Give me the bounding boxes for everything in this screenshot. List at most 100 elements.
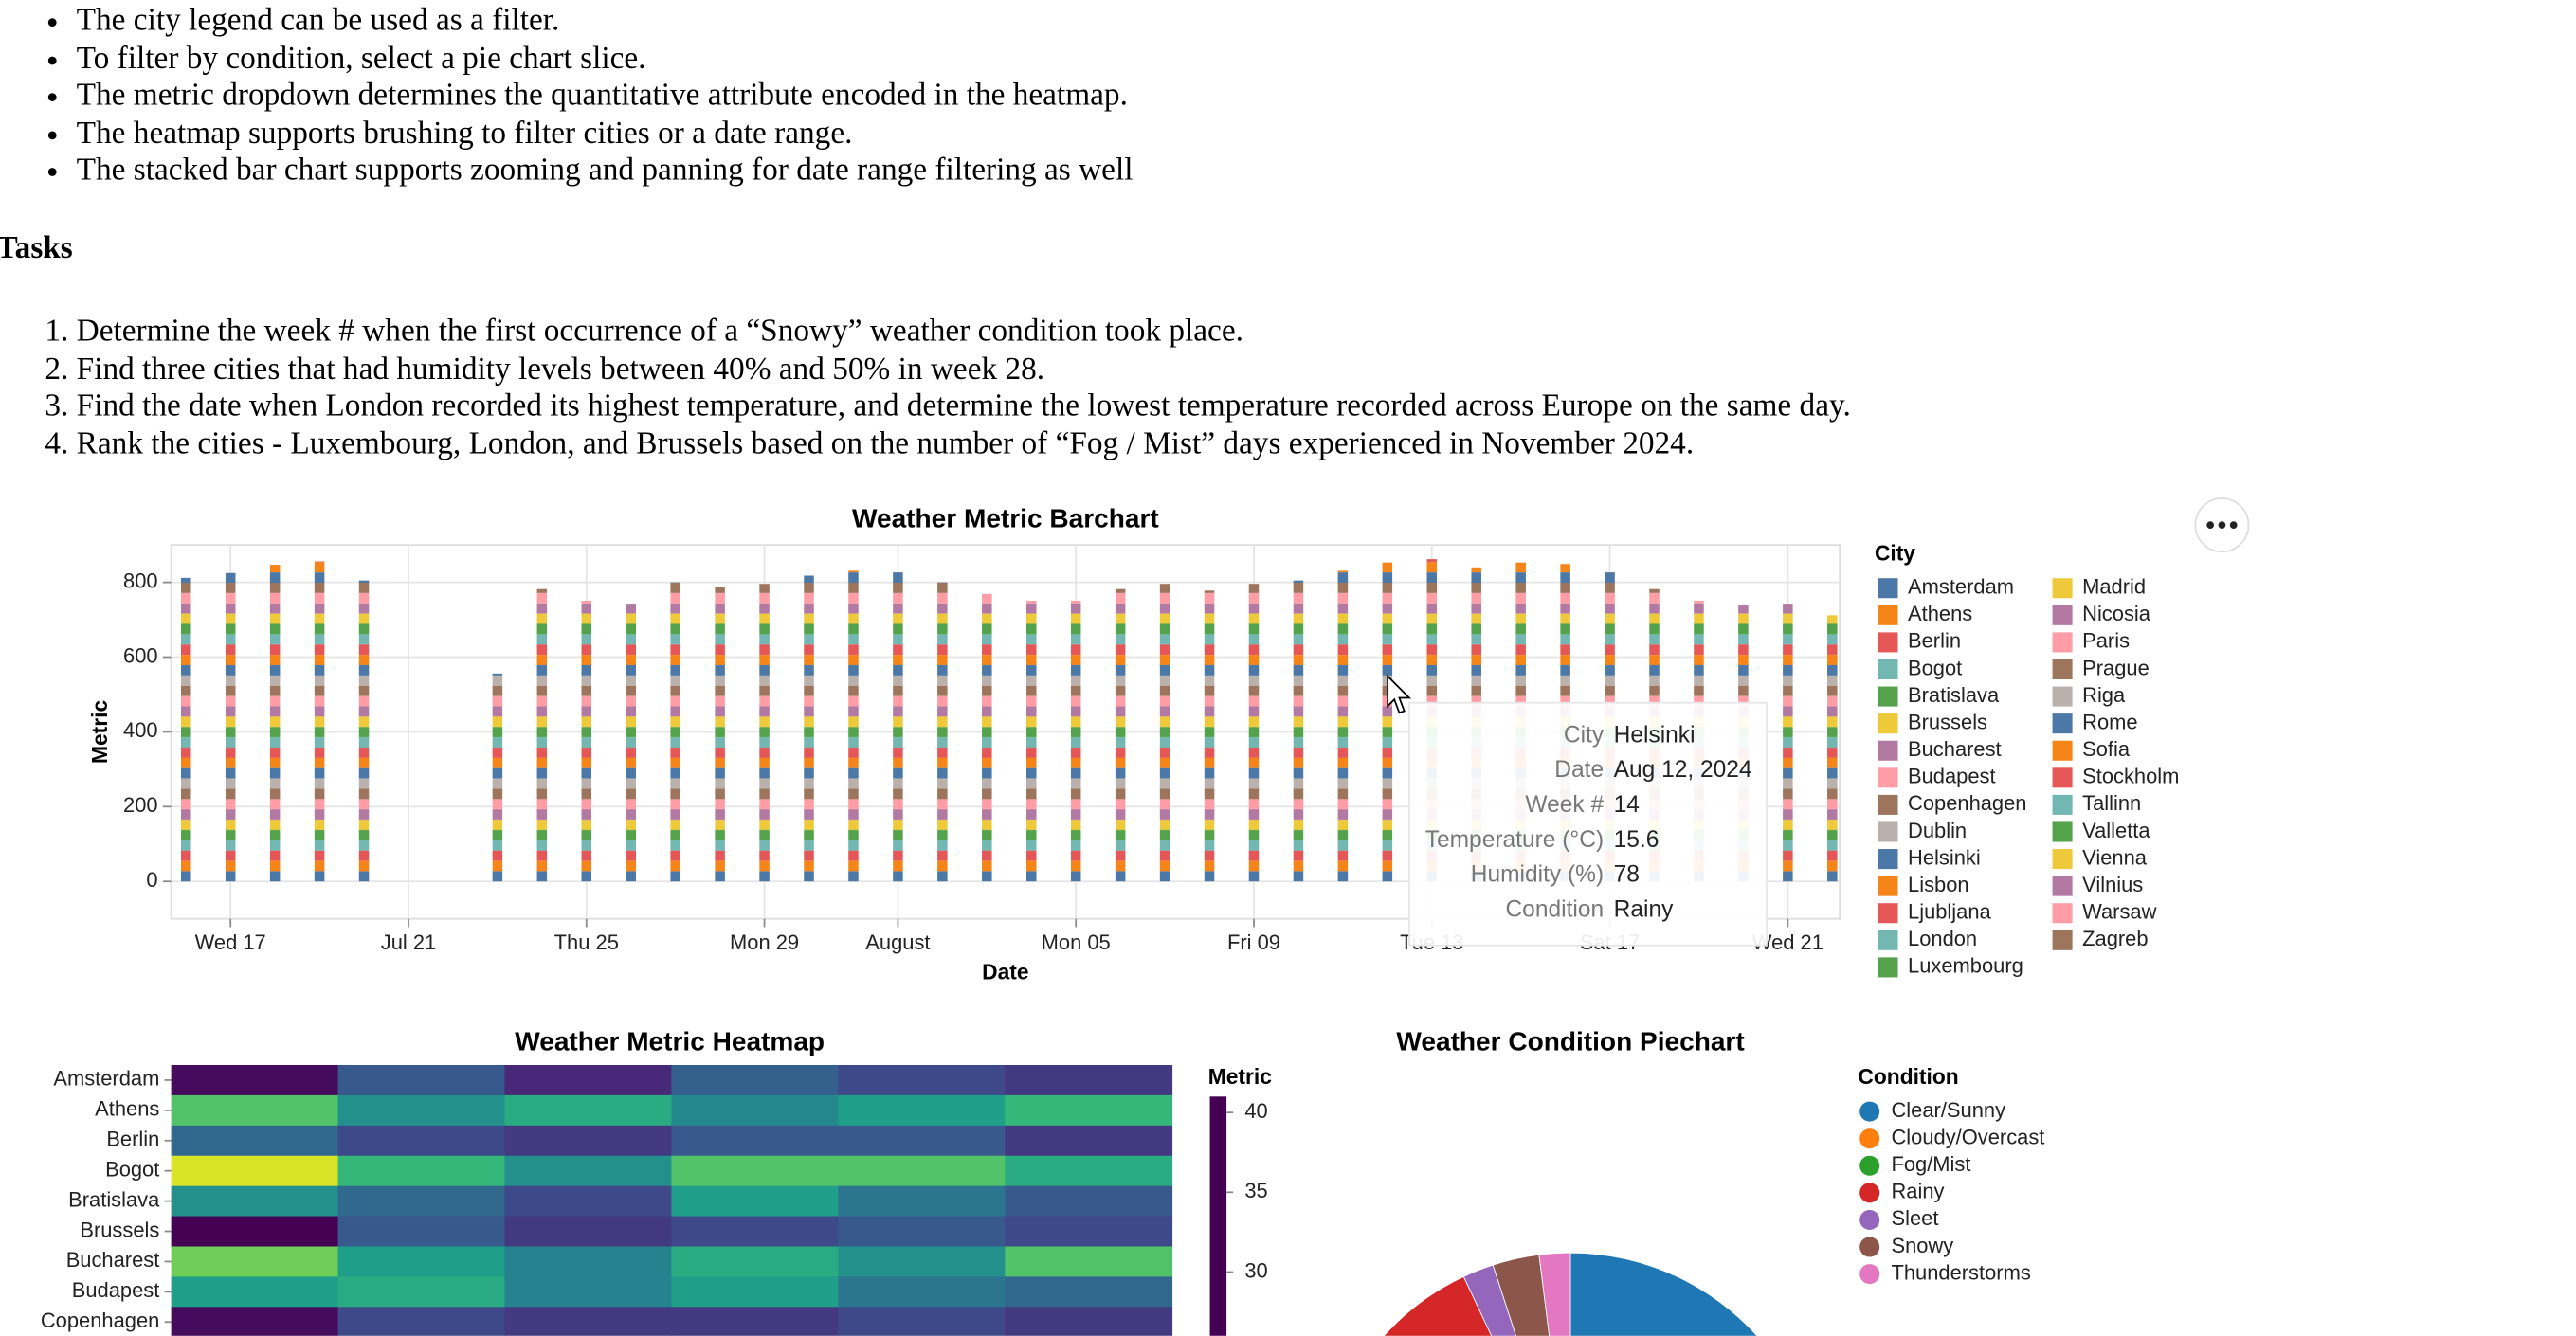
tooltip-label: Date: [1554, 757, 1604, 783]
y-tick-label: 200: [123, 793, 158, 817]
heat-cell: [171, 1307, 339, 1336]
bar: [893, 571, 903, 882]
note-item: To filter by condition, select a pie cha…: [77, 41, 1134, 78]
heat-cell: [671, 1064, 840, 1096]
pie-slice: [1569, 1252, 1758, 1336]
tooltip-value: Rainy: [1614, 896, 1674, 922]
legend-swatch: [2052, 605, 2073, 625]
legend-swatch: [2052, 930, 2073, 950]
heat-cell: [171, 1094, 339, 1127]
heat-cell: [671, 1125, 840, 1157]
x-tick-label: Fri 09: [1227, 930, 1280, 954]
legend-label: Budapest: [1908, 765, 1996, 788]
tooltip-value: Aug 12, 2024: [1614, 757, 1752, 783]
legend-label: Amsterdam: [1908, 575, 2014, 599]
legend-swatch: [1878, 740, 1898, 761]
colorbar-title: Metric: [1208, 1064, 1272, 1089]
heat-cell: [838, 1064, 1007, 1096]
heat-cell: [171, 1155, 339, 1187]
bar: [358, 580, 370, 882]
task-item: Find the date when London recorded its h…: [77, 388, 1851, 425]
legend-label: Snowy: [1891, 1234, 1953, 1257]
legend-swatch: [2052, 740, 2073, 761]
legend-label: Dublin: [1908, 819, 1967, 842]
legend-swatch: [2052, 767, 2073, 788]
bar: [1159, 584, 1170, 882]
bar: [314, 561, 325, 882]
legend-label: Vilnius: [2082, 873, 2143, 896]
heat-cell: [337, 1125, 506, 1157]
heat-cell: [671, 1276, 840, 1309]
x-tick-label: Mon 29: [730, 930, 799, 954]
row-label: Budapest: [72, 1278, 160, 1302]
legend-swatch: [1878, 821, 1898, 842]
menu-button[interactable]: [2194, 497, 2250, 553]
legend-label: Clear/Sunny: [1891, 1098, 2005, 1122]
tasks-list: Determine the week # when the first occu…: [0, 314, 1851, 463]
legend-swatch: [2052, 578, 2073, 599]
note-item: The heatmap supports brushing to filter …: [77, 116, 1134, 153]
legend-swatch: [1878, 659, 1898, 680]
row-label: Amsterdam: [53, 1067, 159, 1091]
heat-cell: [337, 1155, 506, 1187]
colorbar-tick-label: 30: [1244, 1258, 1267, 1282]
y-tick-label: 0: [146, 868, 157, 892]
heat-cell: [671, 1307, 840, 1336]
legend-label: Ljubljana: [1908, 900, 1992, 924]
legend-label: Nicosia: [2082, 602, 2151, 625]
x-tick-label: Wed 17: [195, 930, 266, 954]
row-label: Bratislava: [68, 1187, 160, 1211]
heat-cell: [337, 1094, 506, 1127]
chart-title: Weather Metric Heatmap: [515, 1027, 825, 1056]
legend-symbol: [1859, 1183, 1880, 1203]
legend-label: Zagreb: [2082, 927, 2148, 950]
heat-cell: [337, 1246, 506, 1278]
tooltip-value: Helsinki: [1614, 722, 1696, 748]
row-label: Athens: [95, 1097, 159, 1121]
legend-label: Bucharest: [1908, 737, 2002, 761]
x-tick-label: Thu 25: [554, 930, 619, 954]
bar: [492, 673, 503, 882]
legend-swatch: [1878, 794, 1898, 815]
legend-label: Bogot: [1908, 656, 1962, 679]
bar: [581, 600, 592, 882]
bar: [1070, 600, 1081, 882]
legend-symbol: [1859, 1128, 1880, 1149]
legend-swatch: [1878, 767, 1898, 788]
tooltip-label: Condition: [1505, 896, 1604, 922]
y-tick-label: 600: [123, 643, 158, 667]
heat-cell: [838, 1307, 1007, 1336]
x-tick-label: Mon 05: [1042, 930, 1111, 954]
heat-cell: [171, 1185, 339, 1218]
bar: [848, 570, 859, 882]
tooltip-label: City: [1564, 722, 1605, 748]
heat-cell: [337, 1185, 506, 1218]
heat-cell: [1005, 1125, 1173, 1157]
heat-cell: [671, 1185, 840, 1218]
legend-swatch: [1878, 605, 1898, 625]
legend-label: Brussels: [1908, 710, 1987, 733]
bar: [1248, 584, 1260, 882]
bar: [1783, 604, 1793, 882]
heat-cell: [838, 1185, 1007, 1218]
heat-cell: [1005, 1246, 1173, 1278]
row-label: Copenhagen: [41, 1309, 159, 1332]
tooltip: City Helsinki Date Aug 12, 2024 Week # 14 Temp…: [1408, 701, 1768, 947]
bar: [1337, 570, 1349, 882]
legend-label: Warsaw: [2082, 900, 2156, 924]
legend-swatch: [2052, 659, 2073, 680]
legend-label: Bratislava: [1908, 683, 2000, 707]
legend-label: Tallinn: [2082, 791, 2141, 815]
legend-label: Rainy: [1891, 1180, 1944, 1203]
legend-swatch: [2052, 632, 2073, 653]
heat-cell: [504, 1246, 673, 1278]
bar: [1025, 600, 1037, 882]
bar: [1115, 588, 1126, 882]
legend-label: Paris: [2082, 629, 2130, 653]
tooltip-value: 14: [1614, 792, 1640, 818]
bar: [1827, 615, 1838, 882]
legend-swatch: [1878, 957, 1898, 978]
legend-label: Berlin: [1908, 629, 1961, 653]
